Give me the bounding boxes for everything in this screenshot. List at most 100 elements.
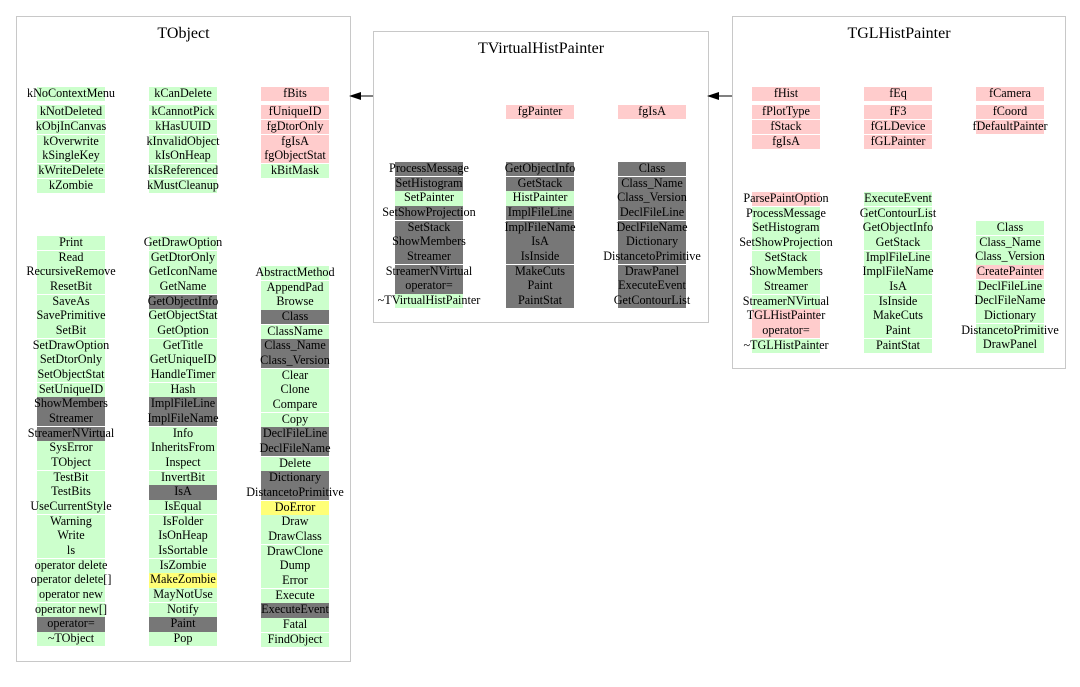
method-paint[interactable]: Paint — [149, 616, 217, 632]
method-tobject[interactable]: ~TObject — [37, 631, 105, 647]
method-isinside[interactable]: IsInside — [864, 294, 932, 309]
field-fhist[interactable]: fHist — [752, 86, 820, 102]
method-delete[interactable]: Delete — [261, 456, 329, 471]
method-executeevent[interactable]: ExecuteEvent — [864, 191, 932, 207]
method-getdtoronly[interactable]: GetDtorOnly — [149, 250, 217, 265]
field-funiqueid[interactable]: fUniqueID — [261, 104, 329, 120]
method-sethistogram[interactable]: SetHistogram — [395, 176, 463, 191]
method-executeevent[interactable]: ExecuteEvent — [261, 602, 329, 618]
method-paint[interactable]: Paint — [506, 278, 574, 294]
method-streamer[interactable]: Streamer — [752, 279, 820, 295]
method-draw[interactable]: Draw — [261, 514, 329, 530]
method-isfolder[interactable]: IsFolder — [149, 514, 217, 529]
method-class-name[interactable]: Class_Name — [976, 235, 1044, 250]
method-operator-delete[interactable]: operator delete — [35, 558, 107, 573]
method-getobjectstat[interactable]: GetObjectStat — [148, 308, 218, 324]
field-khasuuid[interactable]: kHasUUID — [149, 119, 217, 135]
method-declfileline[interactable]: DeclFileLine — [618, 205, 686, 221]
method-print[interactable]: Print — [37, 235, 105, 251]
method-declfilename[interactable]: DeclFileName — [974, 293, 1046, 309]
method-setuniqueid[interactable]: SetUniqueID — [37, 382, 105, 397]
method-showmembers[interactable]: ShowMembers — [34, 396, 108, 412]
method-drawclone[interactable]: DrawClone — [261, 544, 329, 559]
method-browse[interactable]: Browse — [261, 294, 329, 310]
method-streamernvirtual[interactable]: StreamerNVirtual — [743, 294, 829, 309]
field-fgisa[interactable]: fgIsA — [261, 134, 329, 149]
method-hash[interactable]: Hash — [149, 382, 217, 397]
method-class-version[interactable]: Class_Version — [260, 353, 330, 369]
field-kisonheap[interactable]: kIsOnHeap — [149, 148, 217, 164]
method-tvirtualhistpainter[interactable]: ~TVirtualHistPainter — [378, 293, 480, 309]
method-info[interactable]: Info — [149, 426, 217, 441]
method-getname[interactable]: GetName — [149, 279, 217, 295]
method-class[interactable]: Class — [618, 161, 686, 177]
field-kobjincanvas[interactable]: kObjInCanvas — [36, 119, 106, 135]
method-saveprimitive[interactable]: SavePrimitive — [36, 308, 106, 324]
method-error[interactable]: Error — [261, 573, 329, 589]
method-distancetoprimitive[interactable]: DistancetoPrimitive — [246, 485, 344, 501]
method-dictionary[interactable]: Dictionary — [261, 470, 329, 486]
method-resetbit[interactable]: ResetBit — [37, 279, 105, 295]
field-knocontextmenu[interactable]: kNoContextMenu — [27, 86, 115, 102]
method-maynotuse[interactable]: MayNotUse — [149, 587, 217, 603]
method-tglhistpainter[interactable]: TGLHistPainter — [747, 308, 825, 324]
method-execute[interactable]: Execute — [261, 588, 329, 603]
field-fgisa[interactable]: fgIsA — [752, 134, 820, 149]
field-kwritedelete[interactable]: kWriteDelete — [37, 163, 105, 179]
method-setshowprojection[interactable]: SetShowProjection — [739, 235, 833, 251]
field-kmustcleanup[interactable]: kMustCleanup — [147, 178, 219, 193]
method-getstack[interactable]: GetStack — [506, 176, 574, 191]
method-implfileline[interactable]: ImplFileLine — [864, 250, 932, 265]
method-drawpanel[interactable]: DrawPanel — [618, 264, 686, 279]
method-streamernvirtual[interactable]: StreamerNVirtual — [28, 426, 114, 441]
field-fbits[interactable]: fBits — [261, 86, 329, 102]
method-setpainter[interactable]: SetPainter — [395, 190, 463, 206]
method-write[interactable]: Write — [37, 528, 105, 544]
field-fplottype[interactable]: fPlotType — [752, 104, 820, 120]
method-geticonname[interactable]: GetIconName — [149, 264, 217, 280]
method-operator-delete[interactable]: operator delete[] — [31, 572, 111, 588]
method-implfilename[interactable]: ImplFileName — [504, 220, 576, 235]
method-implfilename[interactable]: ImplFileName — [147, 411, 219, 427]
field-kinvalidobject[interactable]: kInvalidObject — [146, 134, 220, 149]
method-gettitle[interactable]: GetTitle — [149, 338, 217, 353]
method-isinside[interactable]: IsInside — [506, 249, 574, 265]
field-kbitmask[interactable]: kBitMask — [261, 163, 329, 179]
field-fgldevice[interactable]: fGLDevice — [864, 119, 932, 135]
field-kcannotpick[interactable]: kCannotPick — [149, 104, 217, 120]
method-declfileline[interactable]: DeclFileLine — [976, 279, 1044, 294]
method-operator[interactable]: operator= — [37, 616, 105, 632]
field-fstack[interactable]: fStack — [752, 119, 820, 135]
field-fcamera[interactable]: fCamera — [976, 86, 1044, 102]
field-fgobjectstat[interactable]: fgObjectStat — [261, 148, 329, 164]
method-setstack[interactable]: SetStack — [752, 250, 820, 265]
method-isa[interactable]: IsA — [864, 279, 932, 295]
method-setshowprojection[interactable]: SetShowProjection — [382, 205, 476, 221]
method-tglhistpainter[interactable]: ~TGLHistPainter — [743, 338, 829, 353]
method-makecuts[interactable]: MakeCuts — [864, 308, 932, 324]
method-inspect[interactable]: Inspect — [149, 455, 217, 471]
method-declfilename[interactable]: DeclFileName — [259, 441, 331, 457]
method-setbit[interactable]: SetBit — [37, 323, 105, 339]
method-findobject[interactable]: FindObject — [261, 632, 329, 647]
method-makecuts[interactable]: MakeCuts — [506, 264, 574, 279]
field-knotdeleted[interactable]: kNotDeleted — [37, 104, 105, 120]
method-pop[interactable]: Pop — [149, 631, 217, 647]
method-histpainter[interactable]: HistPainter — [506, 190, 574, 206]
method-getobjectinfo[interactable]: GetObjectInfo — [148, 294, 218, 309]
method-getcontourlist[interactable]: GetContourList — [614, 293, 690, 309]
method-getcontourlist[interactable]: GetContourList — [860, 206, 936, 221]
field-fgdtoronly[interactable]: fgDtorOnly — [261, 119, 329, 135]
method-notify[interactable]: Notify — [149, 602, 217, 617]
method-class-version[interactable]: Class_Version — [617, 190, 687, 206]
method-getobjectinfo[interactable]: GetObjectInfo — [863, 220, 933, 236]
method-doerror[interactable]: DoError — [261, 500, 329, 515]
method-streamer[interactable]: Streamer — [395, 249, 463, 265]
method-showmembers[interactable]: ShowMembers — [392, 234, 466, 250]
method-testbits[interactable]: TestBits — [37, 484, 105, 500]
method-processmessage[interactable]: ProcessMessage — [389, 161, 469, 177]
method-clone[interactable]: Clone — [261, 382, 329, 398]
method-paintstat[interactable]: PaintStat — [506, 293, 574, 309]
method-getdrawoption[interactable]: GetDrawOption — [144, 235, 222, 251]
method-isequal[interactable]: IsEqual — [149, 499, 217, 515]
